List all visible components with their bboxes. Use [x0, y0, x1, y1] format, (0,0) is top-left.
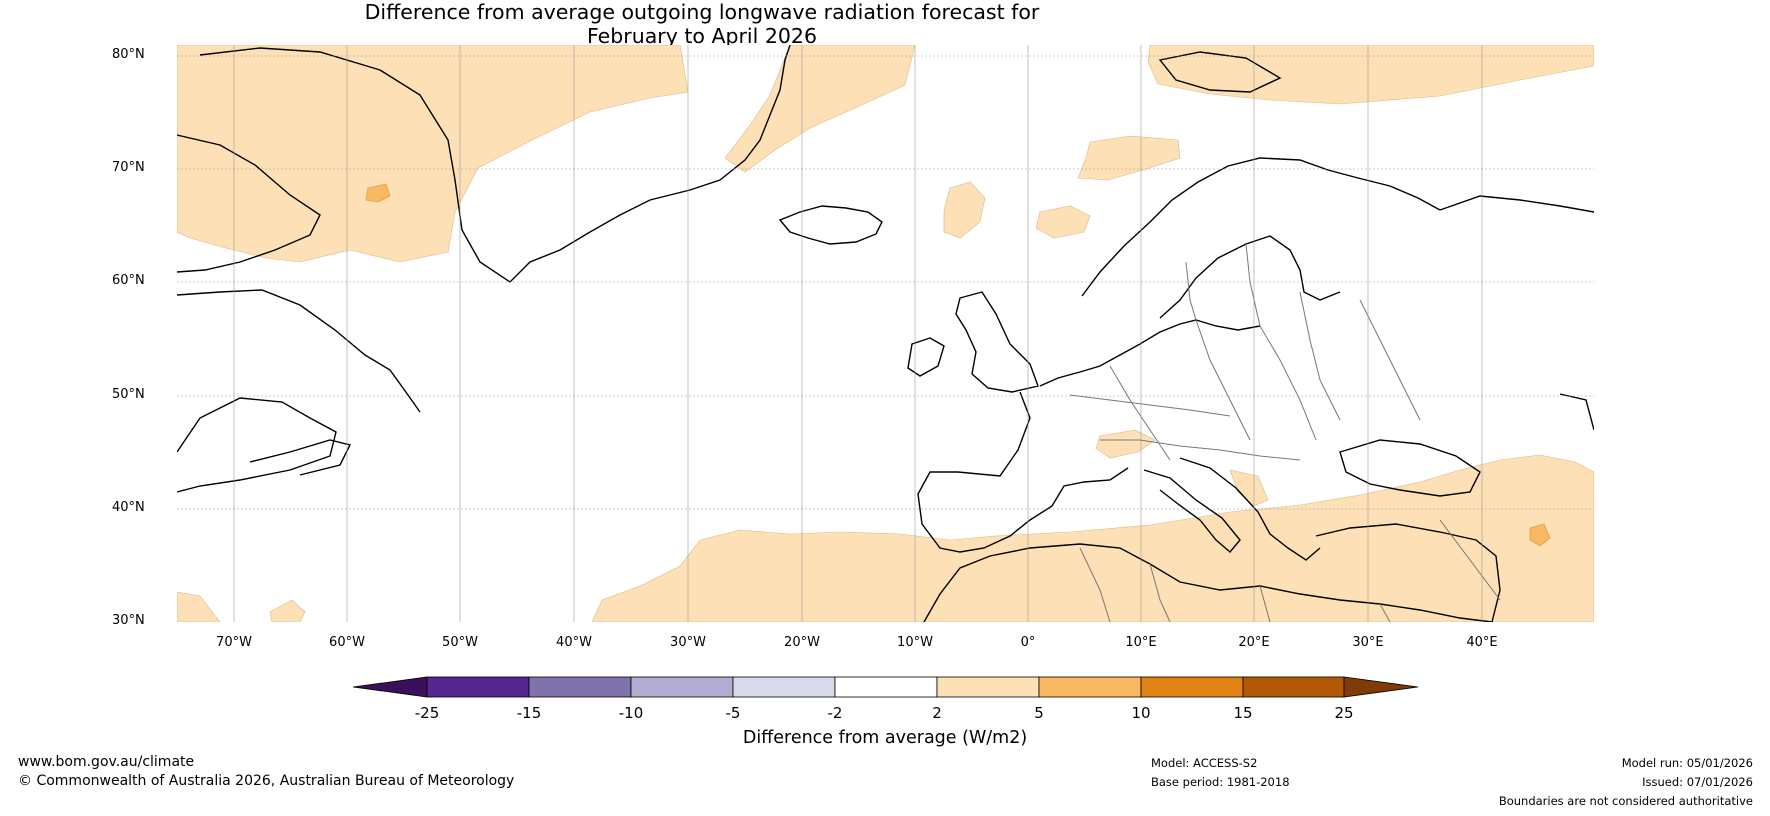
- colorbar-segment: [1242, 676, 1345, 698]
- colorbar-extension-high: [1343, 676, 1419, 698]
- colorbar-segment: [528, 676, 632, 698]
- lon-label: 40°W: [556, 635, 592, 650]
- anomaly-shading-2-5: [177, 45, 1594, 622]
- title-line-2: February to April 2026: [587, 24, 817, 48]
- coast-quebec: [177, 397, 337, 493]
- anomaly-region-north-africa: [591, 454, 1594, 622]
- anomaly-shading-5-10: [365, 183, 1551, 547]
- coast-baffin: [177, 134, 321, 273]
- coast-france-iberia: [917, 391, 1129, 553]
- anomaly-region-alps: [1095, 429, 1156, 459]
- coast-greenland: [199, 45, 791, 283]
- lon-label: 10°W: [897, 635, 933, 650]
- colorbar-segment: [1140, 676, 1244, 698]
- coast-north-africa: [923, 543, 1493, 622]
- colorbar-tick: -5: [725, 704, 741, 722]
- coast-iceland: [778, 205, 883, 245]
- colorbar-tick: 5: [1034, 704, 1044, 722]
- copyright-text: © Commonwealth of Australia 2026, Austra…: [18, 773, 515, 789]
- coast-svalbard: [1158, 51, 1282, 93]
- title-line-1: Difference from average outgoing longwav…: [364, 0, 1040, 24]
- colorbar-tick: 10: [1131, 704, 1151, 722]
- coast-europe-west: [1039, 319, 1261, 387]
- lon-label: 20°E: [1238, 635, 1270, 650]
- anomaly-region-faroe: [1035, 205, 1091, 239]
- model-run-text: Model run: 05/01/2026: [1621, 756, 1753, 770]
- lon-label: 60°W: [329, 635, 365, 650]
- colorbar-tick: -25: [414, 704, 440, 722]
- lon-label: 10°E: [1125, 635, 1157, 650]
- national-borders: [1069, 243, 1501, 622]
- coast-arctic-russia: [1439, 195, 1594, 213]
- colorbar-tick: -15: [516, 704, 542, 722]
- lon-label: 50°W: [442, 635, 478, 650]
- anomaly-region-north-atlantic: [943, 181, 986, 239]
- colorbar-segment: [732, 676, 836, 698]
- coast-baltic: [1159, 235, 1341, 319]
- anomaly-region-middle-east-spot: [1529, 523, 1551, 547]
- colorbar-tick: -10: [618, 704, 644, 722]
- anomaly-region-greenland: [177, 45, 689, 263]
- graticule: [177, 45, 1594, 622]
- anomaly-region-svalbard-barents: [1147, 45, 1594, 105]
- anomaly-region-norwegian-sea: [1077, 135, 1181, 181]
- coast-black-sea: [1339, 439, 1481, 497]
- lon-label: 30°W: [670, 635, 706, 650]
- coast-norway-sweden-finland: [1081, 157, 1441, 297]
- colorbar-segment: [426, 676, 530, 698]
- anomaly-region-greenland-sea: [724, 45, 916, 173]
- map-content: [177, 45, 1594, 622]
- colorbar: [352, 676, 1419, 698]
- coast-italy: [1143, 469, 1241, 553]
- lon-label: 20°W: [784, 635, 820, 650]
- lon-label: 30°E: [1352, 635, 1384, 650]
- colorbar-tick: 25: [1334, 704, 1354, 722]
- colorbar-label: Difference from average (W/m2): [742, 728, 1028, 748]
- coast-ireland: [907, 337, 945, 377]
- lat-label: 30°N: [112, 613, 145, 628]
- coast-caspian: [1559, 393, 1594, 431]
- anomaly-region-western-atlantic: [177, 591, 221, 622]
- base-period-text: Base period: 1981-2018: [1151, 775, 1290, 789]
- colorbar-segment: [936, 676, 1040, 698]
- colorbar-extension-low: [352, 676, 428, 698]
- lat-label: 80°N: [112, 47, 145, 62]
- coast-great-britain: [955, 291, 1039, 393]
- coast-turkey-levant: [1315, 523, 1501, 622]
- lon-label: 70°W: [216, 635, 252, 650]
- lon-label: 40°E: [1466, 635, 1498, 650]
- colorbar-tick: -2: [827, 704, 843, 722]
- colorbar-segment: [834, 676, 938, 698]
- lat-label: 40°N: [112, 500, 145, 515]
- colorbar-segment: [1038, 676, 1142, 698]
- colorbar-segment: [630, 676, 734, 698]
- anomaly-region-bermuda: [269, 599, 306, 622]
- model-text: Model: ACCESS-S2: [1151, 756, 1258, 770]
- issued-text: Issued: 07/01/2026: [1642, 775, 1753, 789]
- lat-label: 60°N: [112, 273, 145, 288]
- colorbar-tick: 15: [1233, 704, 1253, 722]
- disclaimer-text: Boundaries are not considered authoritat…: [1498, 794, 1753, 808]
- lat-label: 70°N: [112, 160, 145, 175]
- lat-label: 50°N: [112, 387, 145, 402]
- colorbar-tick: 2: [932, 704, 942, 722]
- map-title: Difference from average outgoing longwav…: [0, 0, 1404, 48]
- lon-label: 0°: [1020, 635, 1036, 650]
- coast-balkans-greece: [1179, 457, 1321, 561]
- coast-nova-scotia: [249, 439, 352, 476]
- anomaly-region-greenland-spot: [365, 183, 391, 203]
- website-link[interactable]: www.bom.gov.au/climate: [18, 754, 195, 770]
